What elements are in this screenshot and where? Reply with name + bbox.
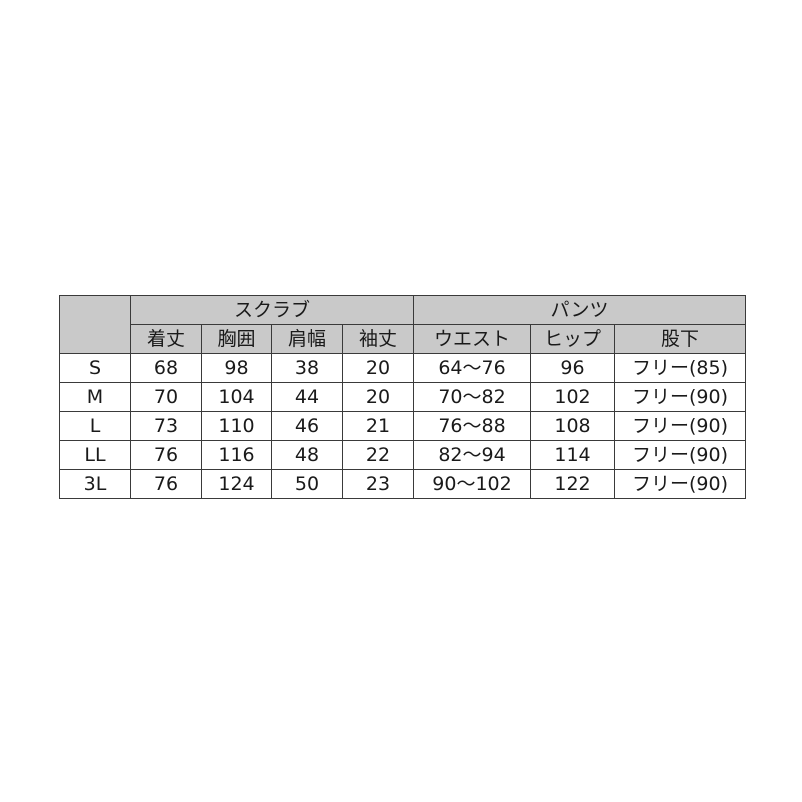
value-cell: 70 bbox=[130, 382, 202, 412]
value-cell: 116 bbox=[201, 440, 272, 470]
value-cell: 68 bbox=[130, 353, 202, 383]
value-cell: 76 bbox=[130, 469, 202, 499]
value-cell: 46 bbox=[271, 411, 343, 441]
size-cell: M bbox=[59, 382, 131, 412]
value-cell: 38 bbox=[271, 353, 343, 383]
column-header: 胸囲 bbox=[201, 324, 272, 354]
size-cell: 3L bbox=[59, 469, 131, 499]
value-cell: 23 bbox=[341, 469, 415, 499]
value-cell: 108 bbox=[530, 411, 616, 441]
column-header: 袖丈 bbox=[341, 324, 415, 354]
table-row: S 68 98 38 20 64〜76 96 フリー(85) bbox=[59, 353, 747, 383]
value-cell: 76 bbox=[130, 440, 202, 470]
corner-cell bbox=[59, 295, 131, 354]
value-cell: 98 bbox=[201, 353, 272, 383]
value-cell: 73 bbox=[130, 411, 202, 441]
value-cell: 20 bbox=[341, 353, 415, 383]
size-cell: LL bbox=[59, 440, 131, 470]
column-header: 着丈 bbox=[130, 324, 202, 354]
value-cell: 70〜82 bbox=[413, 382, 532, 412]
value-cell: 96 bbox=[530, 353, 616, 383]
value-cell: フリー(90) bbox=[614, 440, 747, 470]
value-cell: 64〜76 bbox=[413, 353, 532, 383]
value-cell: 104 bbox=[201, 382, 272, 412]
value-cell: フリー(90) bbox=[614, 382, 747, 412]
value-cell: 21 bbox=[341, 411, 415, 441]
value-cell: 110 bbox=[201, 411, 272, 441]
table-row: LL 76 116 48 22 82〜94 114 フリー(90) bbox=[59, 440, 747, 470]
value-cell: フリー(85) bbox=[614, 353, 747, 383]
value-cell: フリー(90) bbox=[614, 411, 747, 441]
value-cell: 50 bbox=[271, 469, 343, 499]
value-cell: 76〜88 bbox=[413, 411, 532, 441]
column-header: 股下 bbox=[614, 324, 747, 354]
value-cell: 90〜102 bbox=[413, 469, 532, 499]
table-row: M 70 104 44 20 70〜82 102 フリー(90) bbox=[59, 382, 747, 412]
value-cell: 48 bbox=[271, 440, 343, 470]
table-row: 3L 76 124 50 23 90〜102 122 フリー(90) bbox=[59, 469, 747, 499]
size-chart-table: スクラブ パンツ 着丈 胸囲 肩幅 袖丈 ウエスト ヒップ 股下 S 68 98 38 20 64〜7… bbox=[59, 295, 747, 499]
value-cell: 122 bbox=[530, 469, 616, 499]
value-cell: 44 bbox=[271, 382, 343, 412]
column-header: ウエスト bbox=[413, 324, 532, 354]
value-cell: 22 bbox=[341, 440, 415, 470]
value-cell: 20 bbox=[341, 382, 415, 412]
size-cell: L bbox=[59, 411, 131, 441]
value-cell: 82〜94 bbox=[413, 440, 532, 470]
column-header: ヒップ bbox=[530, 324, 616, 354]
table-row: L 73 110 46 21 76〜88 108 フリー(90) bbox=[59, 411, 747, 441]
column-header: 肩幅 bbox=[271, 324, 343, 354]
value-cell: 124 bbox=[201, 469, 272, 499]
value-cell: フリー(90) bbox=[614, 469, 747, 499]
group-header-scrubs: スクラブ bbox=[129, 295, 415, 325]
group-header-pants: パンツ bbox=[413, 295, 747, 325]
size-cell: S bbox=[59, 353, 131, 383]
value-cell: 114 bbox=[530, 440, 616, 470]
value-cell: 102 bbox=[530, 382, 616, 412]
